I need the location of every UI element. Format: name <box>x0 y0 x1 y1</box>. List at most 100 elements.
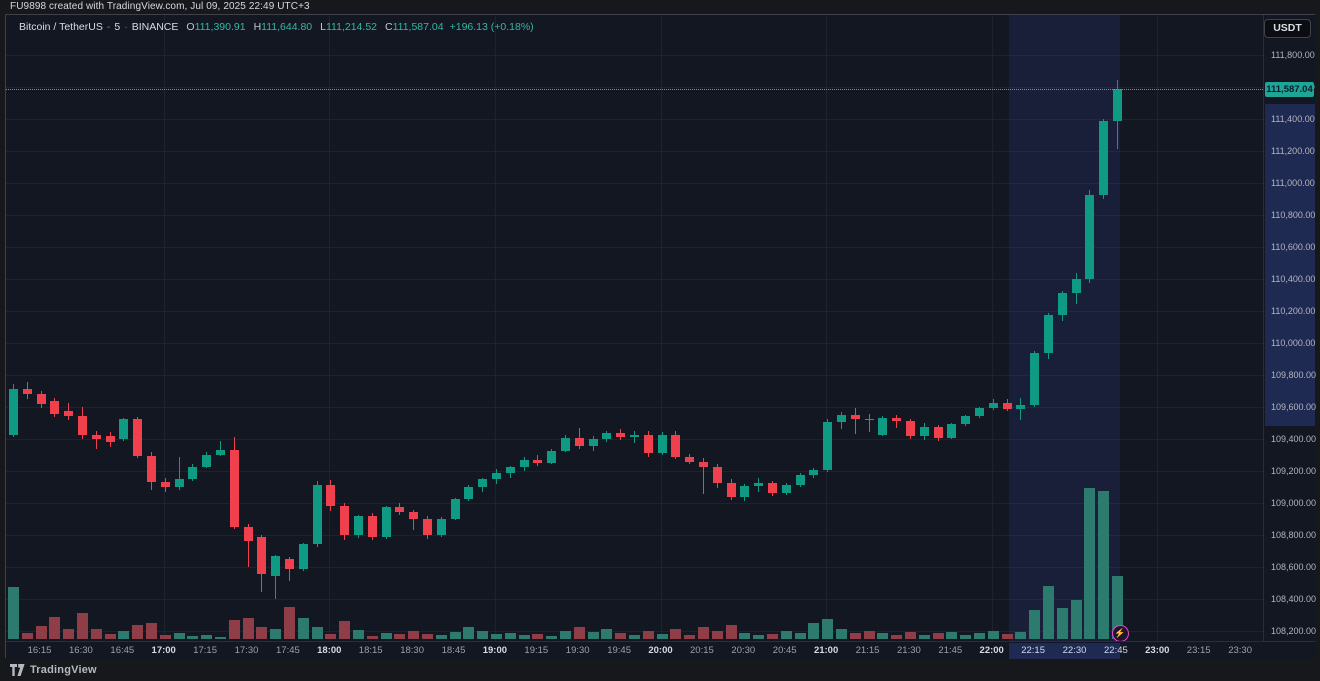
price-tick-label: 109,800.00 <box>1271 370 1317 381</box>
volume-bar <box>932 633 944 639</box>
time-tick-label: 18:15 <box>358 645 383 656</box>
volume-bar <box>132 625 144 639</box>
candle-body <box>547 450 557 463</box>
volume-bar <box>725 625 737 639</box>
volume-bar <box>753 635 765 639</box>
candle-wick <box>95 430 97 449</box>
volume-bar <box>1084 488 1096 639</box>
gridline-vertical <box>991 15 993 641</box>
gridline-horizontal <box>6 343 1263 345</box>
candle-body <box>768 483 777 493</box>
gridline-horizontal <box>6 279 1263 281</box>
volume-bar <box>587 632 599 639</box>
candle-body <box>285 559 294 569</box>
symbol-legend[interactable]: Bitcoin / TetherUS -5 · BINANCE O111,390.91 H… <box>19 21 534 33</box>
price-axis[interactable]: 111,800.00111,600.00111,400.00111,200.00… <box>1263 15 1317 641</box>
candle-body <box>1016 405 1026 409</box>
candle-body <box>588 438 598 446</box>
candle-body <box>119 419 129 440</box>
currency-toggle-button[interactable]: USDT <box>1264 19 1311 38</box>
tradingview-logo-text[interactable]: TradingView <box>30 663 97 676</box>
volume-bar <box>228 620 240 639</box>
candle-body <box>519 460 529 468</box>
candle-body <box>988 402 998 409</box>
candle-body <box>892 417 902 421</box>
volume-bar <box>946 632 958 639</box>
candle-body <box>381 507 391 537</box>
candle-body <box>1085 195 1095 280</box>
gridline-horizontal <box>6 567 1263 569</box>
candle-body <box>864 418 874 421</box>
candle-body <box>850 415 860 419</box>
candle-body <box>754 483 764 486</box>
time-tick-label: 22:30 <box>1062 645 1087 656</box>
low-value: 111,214.52 <box>326 21 377 33</box>
time-tick-label: 21:15 <box>855 645 880 656</box>
volume-bar <box>159 635 171 639</box>
lightning-marker-icon[interactable]: ⚡ <box>1111 624 1129 641</box>
volume-bar <box>670 629 682 639</box>
volume-bar <box>560 631 571 639</box>
volume-bar <box>1098 491 1110 639</box>
candle-body <box>781 485 791 493</box>
candle-body <box>1002 402 1012 409</box>
volume-bar <box>187 636 199 639</box>
legend-separator: - <box>106 21 111 33</box>
gridline-horizontal <box>6 247 1263 249</box>
candle-body <box>837 415 846 422</box>
price-tick-label: 109,400.00 <box>1271 434 1317 445</box>
candle-body <box>50 401 60 414</box>
volume-bar <box>1015 632 1027 639</box>
price-tick-label: 108,800.00 <box>1271 530 1317 541</box>
volume-bar <box>849 633 861 639</box>
volume-bar <box>629 635 640 639</box>
volume-bar <box>104 634 116 639</box>
gridline-vertical <box>494 15 496 641</box>
volume-bar <box>767 634 778 639</box>
candle-body <box>975 408 984 417</box>
volume-bar <box>601 629 613 639</box>
volume-bar <box>325 634 337 639</box>
candle-wick <box>247 524 249 567</box>
volume-bar <box>698 627 709 639</box>
volume-bar <box>256 627 268 639</box>
tradingview-logo-icon[interactable] <box>10 663 25 676</box>
price-tick-label: 109,600.00 <box>1271 402 1317 413</box>
volume-bar <box>960 635 972 639</box>
volume-bar <box>739 633 751 639</box>
volume-bar <box>1043 586 1054 639</box>
volume-bar <box>891 635 903 639</box>
volume-bar <box>491 634 502 639</box>
price-tick-label: 110,400.00 <box>1271 274 1316 285</box>
candle-body <box>216 449 225 455</box>
volume-bar <box>449 632 461 639</box>
volume-bar <box>49 617 61 639</box>
price-tick-label: 108,200.00 <box>1271 626 1317 637</box>
close-value: 111,587.04 <box>392 21 444 33</box>
candlestick-chart-canvas[interactable]: ⚡ <box>6 15 1263 641</box>
volume-bar <box>987 631 999 639</box>
legend-separator: · <box>124 21 128 33</box>
volume-bar <box>1001 634 1013 639</box>
volume-bar <box>863 631 875 639</box>
volume-bar <box>173 633 185 639</box>
price-axis-selection-highlight <box>1265 104 1315 426</box>
time-tick-label: 17:45 <box>276 645 300 656</box>
time-axis[interactable]: 16:15 16:30 16:45 17:00 17:15 17:30 17:45 18:00… <box>6 641 1316 659</box>
candle-body <box>878 417 888 435</box>
volume-bar <box>877 633 889 639</box>
candle-body <box>354 516 363 536</box>
volume-bar <box>822 619 834 639</box>
candle-body <box>78 416 87 436</box>
candle-body <box>492 473 501 480</box>
candle-body <box>1057 293 1067 315</box>
volume-bar <box>780 631 792 639</box>
time-tick-label: 23:15 <box>1186 645 1211 656</box>
low-label: L <box>320 21 326 33</box>
time-tick-label: 17:00 <box>151 645 176 656</box>
time-tick-label: 17:30 <box>234 645 259 656</box>
high-value: 111,644.80 <box>261 21 313 33</box>
price-tick-label: 108,600.00 <box>1271 562 1317 573</box>
time-tick-label: 16:30 <box>69 645 93 656</box>
candle-wick <box>289 557 290 581</box>
